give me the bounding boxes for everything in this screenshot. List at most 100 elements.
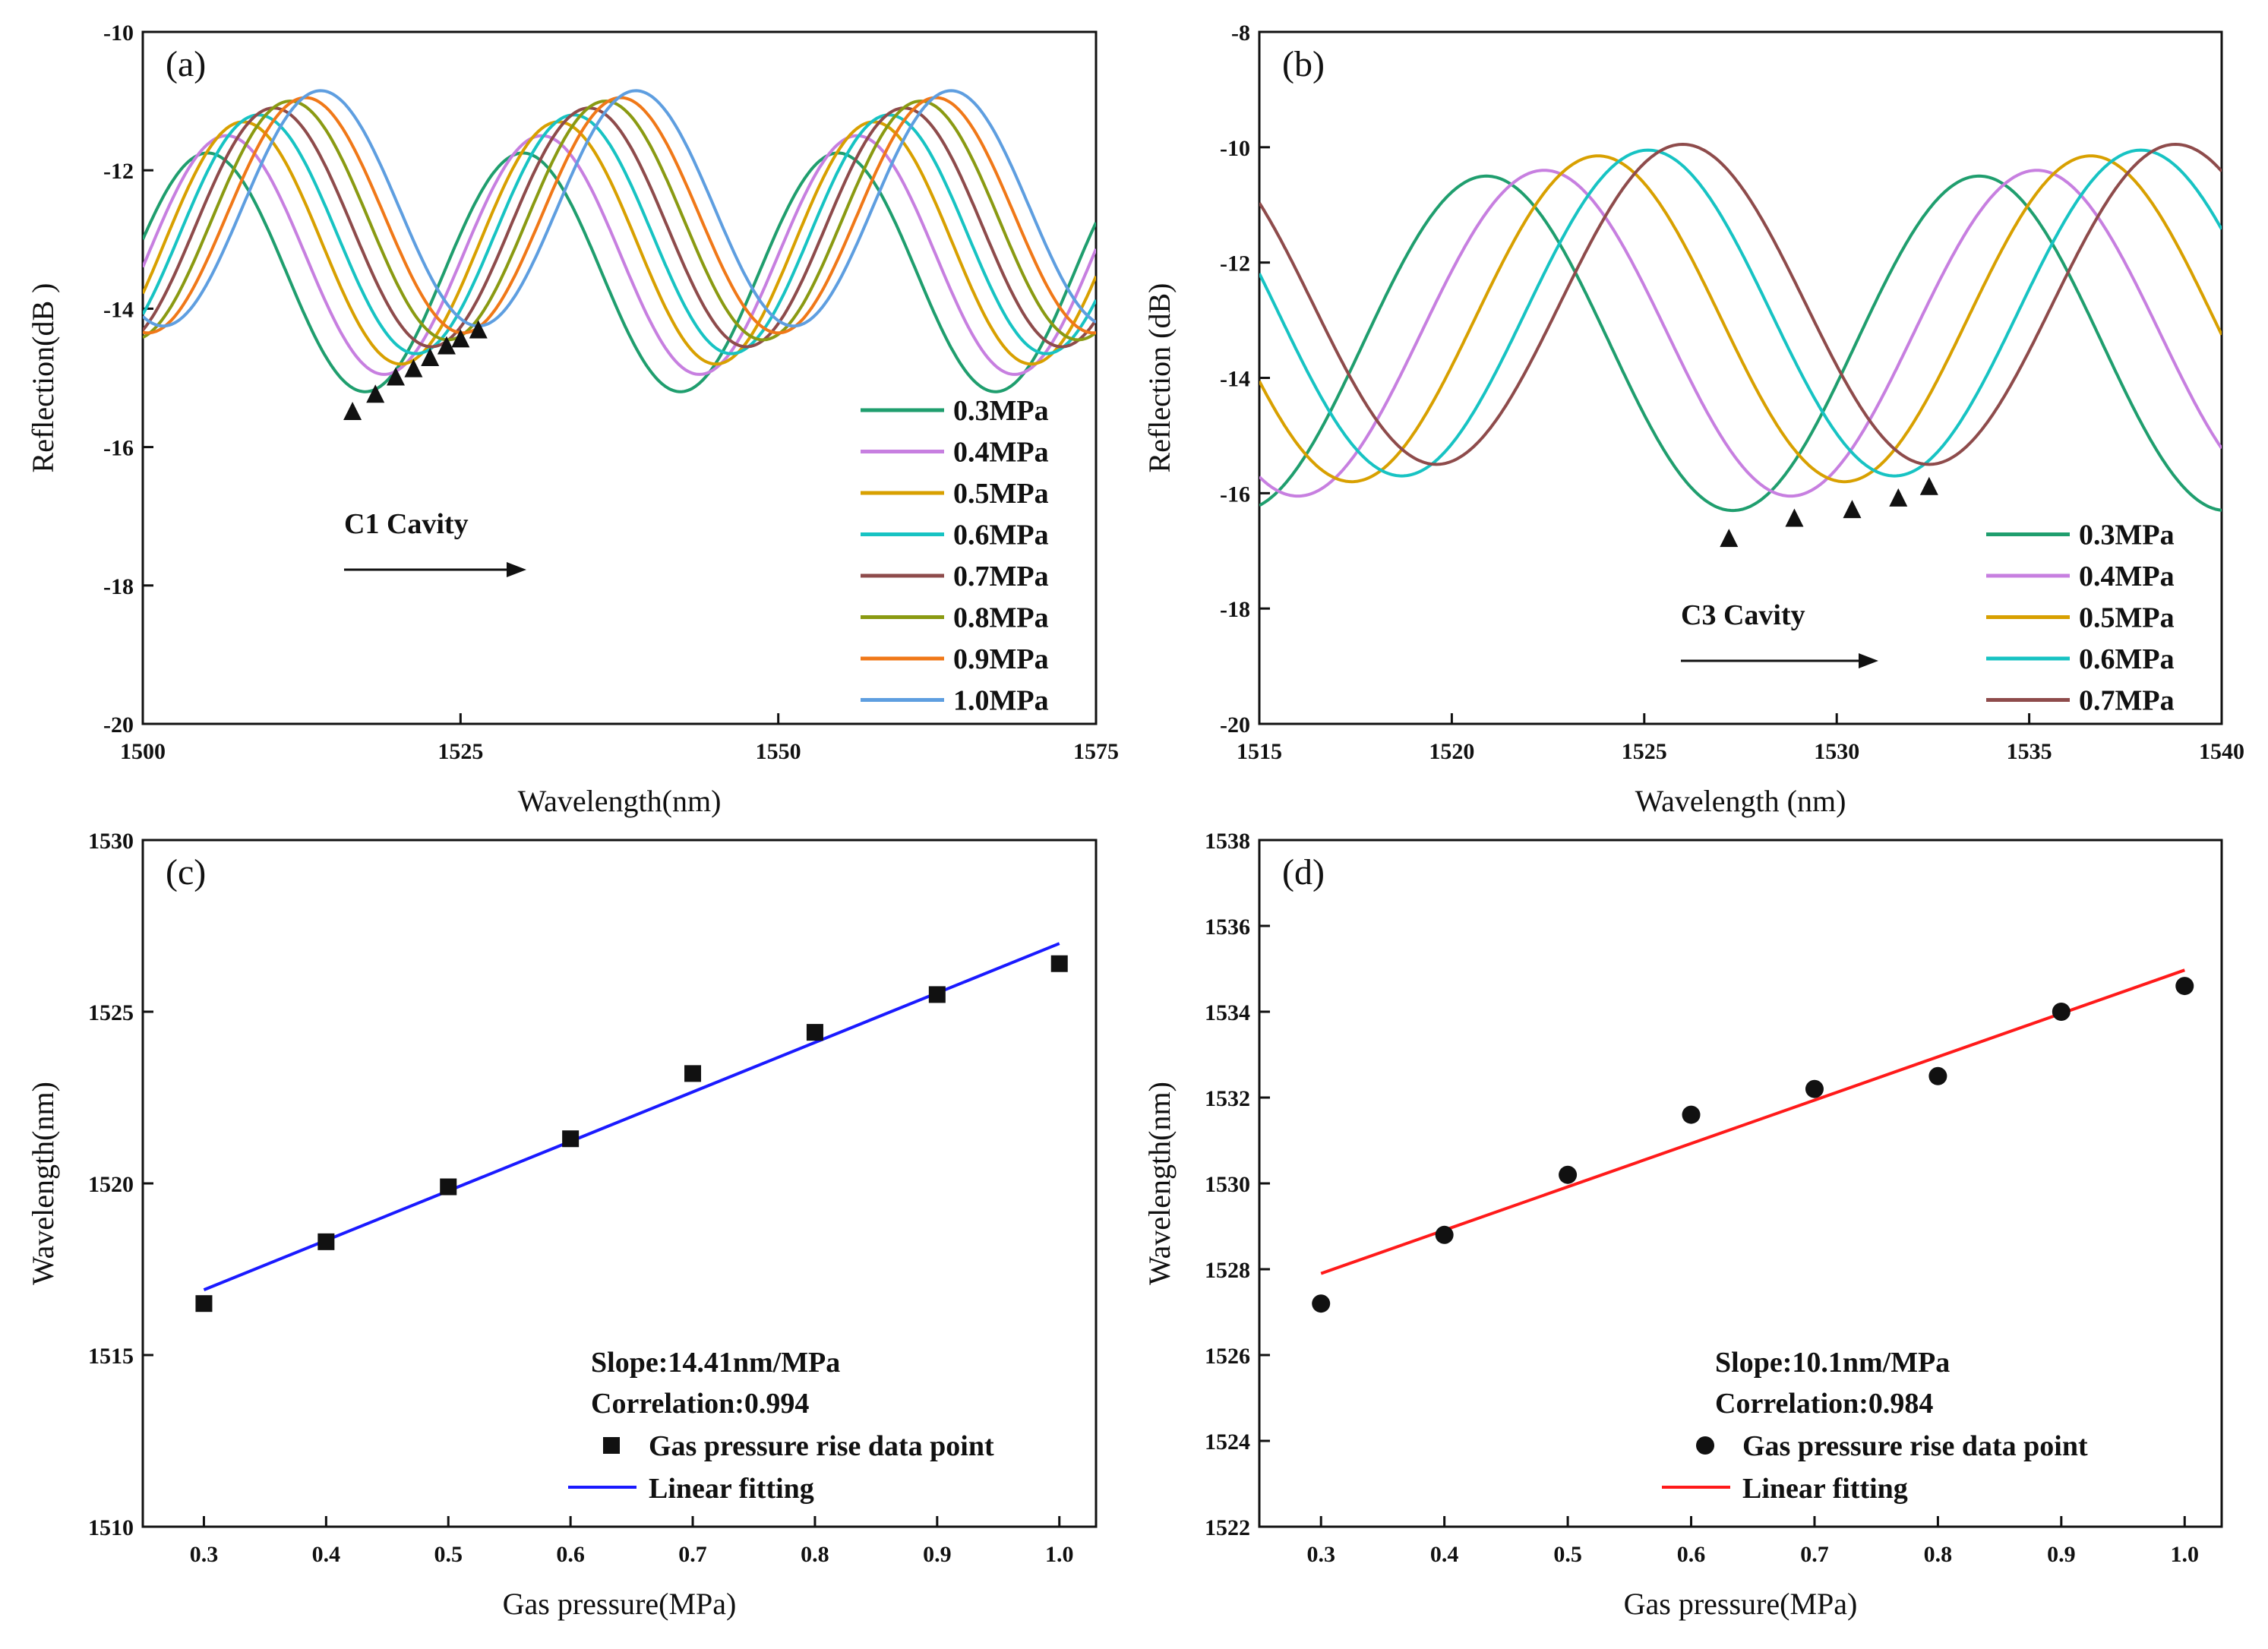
y-tick-label: -20 <box>103 712 134 738</box>
y-tick-label: 1534 <box>1205 1000 1250 1025</box>
x-tick-label: 1550 <box>756 739 801 764</box>
x-tick-label: 1515 <box>1237 739 1282 764</box>
legend-label: 0.4MPa <box>953 437 1049 469</box>
cavity-annotation: C3 Cavity <box>1681 599 1805 631</box>
fit-line <box>1320 968 2185 1275</box>
panel-label: (a) <box>166 44 206 84</box>
data-point <box>928 986 946 1003</box>
dip-marker <box>1720 529 1739 548</box>
y-axis-label: Reflection (dB) <box>1142 283 1177 473</box>
x-tick-label: 1575 <box>1073 739 1119 764</box>
legend-label: 0.9MPa <box>953 643 1049 675</box>
y-tick-label: -12 <box>103 159 134 184</box>
dip-marker <box>437 336 456 355</box>
data-point <box>1312 1294 1331 1313</box>
legend-label: Gas pressure rise data point <box>649 1430 994 1462</box>
dip-marker <box>1843 500 1862 519</box>
legend-label: 0.5MPa <box>2079 602 2175 634</box>
x-tick-label: 0.9 <box>2047 1542 2076 1567</box>
data-point <box>195 1295 213 1313</box>
y-tick-label: -16 <box>103 436 134 461</box>
dip-marker <box>421 347 440 366</box>
cavity-annotation: C1 Cavity <box>344 508 469 540</box>
y-axis-label: Reflection(dB ) <box>26 283 60 473</box>
x-axis-label: Gas pressure(MPa) <box>1624 1587 1858 1621</box>
dip-marker <box>386 367 405 386</box>
y-tick-label: 1528 <box>1205 1258 1250 1283</box>
dip-marker <box>451 329 470 348</box>
y-axis-label: Wavelength(nm) <box>26 1082 60 1285</box>
data-point <box>2052 1003 2071 1021</box>
annotation-arrow-head <box>507 562 526 577</box>
data-point <box>1050 955 1068 972</box>
x-axis-label: Gas pressure(MPa) <box>503 1587 737 1621</box>
dip-marker <box>404 359 423 378</box>
x-tick-label: 1.0 <box>2171 1542 2200 1567</box>
dip-marker <box>1889 488 1908 507</box>
dip-marker <box>1785 508 1804 527</box>
y-tick-label: 1525 <box>88 1000 134 1025</box>
correlation-text: Correlation:0.984 <box>1715 1388 1933 1420</box>
series-line-0.3MPa <box>143 151 1096 393</box>
panel-label: (d) <box>1282 852 1325 892</box>
y-tick-label: -14 <box>1220 367 1250 392</box>
series-line-0.6MPa <box>143 113 1096 355</box>
slope-text: Slope:10.1nm/MPa <box>1715 1347 1950 1379</box>
x-tick-label: 1520 <box>1429 739 1474 764</box>
data-point <box>1805 1079 1824 1098</box>
x-tick-label: 1500 <box>120 739 166 764</box>
series-group <box>1259 142 2222 513</box>
slope-text: Slope:14.41nm/MPa <box>591 1347 840 1379</box>
y-tick-label: 1530 <box>88 829 134 854</box>
legend-label: 0.8MPa <box>953 602 1049 634</box>
data-point <box>684 1065 702 1082</box>
panel-b: -20 -18 -16 -14 -12 -10 -8 1515 1520 1525 1530 1535… <box>1142 21 2244 818</box>
legend-label: 0.6MPa <box>953 520 1049 551</box>
legend-label: Linear fitting <box>649 1473 814 1505</box>
panel-d: 1522 1524 1526 1528 1530 1532 1534 1536 1538 0.3 0… <box>1142 829 2223 1621</box>
data-point <box>1435 1225 1454 1244</box>
x-tick-label: 0.4 <box>1430 1542 1459 1567</box>
y-tick-label: 1524 <box>1205 1429 1250 1455</box>
x-tick-label: 0.6 <box>1677 1542 1706 1567</box>
x-tick-label: 1530 <box>1814 739 1859 764</box>
legend-label: 0.3MPa <box>953 395 1049 427</box>
series-line-0.4MPa <box>143 134 1096 376</box>
legend-label: Gas pressure rise data point <box>1742 1430 2088 1462</box>
x-tick-label: 0.8 <box>1924 1542 1953 1567</box>
legend-label: 0.7MPa <box>2079 685 2175 717</box>
series-line-0.5MPa <box>143 120 1096 366</box>
legend-label: 1.0MPa <box>953 685 1049 717</box>
legend-label: 0.5MPa <box>953 478 1049 510</box>
legend-label: Linear fitting <box>1742 1473 1908 1505</box>
series-line-0.4MPa <box>1259 169 2222 498</box>
x-tick-label: 0.9 <box>923 1542 952 1567</box>
y-tick-label: 1526 <box>1205 1344 1250 1369</box>
y-tick-label: -12 <box>1220 251 1250 276</box>
legend-label: 0.6MPa <box>2079 643 2175 675</box>
series-line-0.8MPa <box>143 100 1096 342</box>
correlation-text: Correlation:0.994 <box>591 1388 809 1420</box>
panel-c: 1510 1515 1520 1525 1530 0.3 0.4 0.5 0.6 0.7 0.8 0.… <box>26 829 1098 1621</box>
legend-label: 0.3MPa <box>2079 520 2175 551</box>
x-axis-label: Wavelength (nm) <box>1635 784 1846 818</box>
y-tick-label: -14 <box>103 297 134 322</box>
x-axis-label: Wavelength(nm) <box>518 784 722 818</box>
x-tick-label: 0.6 <box>556 1542 585 1567</box>
data-point <box>1928 1066 1947 1085</box>
data-point <box>317 1233 335 1250</box>
fit-line <box>203 942 1060 1291</box>
y-tick-label: -10 <box>1220 136 1250 161</box>
series-line-0.7MPa <box>143 106 1096 349</box>
x-tick-label: 0.7 <box>1800 1542 1829 1567</box>
data-point <box>562 1130 580 1148</box>
annotation-arrow-head <box>1859 653 1878 668</box>
x-tick-label: 1535 <box>2007 739 2052 764</box>
y-tick-label: 1536 <box>1205 915 1250 940</box>
y-tick-label: 1530 <box>1205 1172 1250 1197</box>
dip-marker <box>1919 476 1938 495</box>
series-line-0.6MPa <box>1259 148 2222 478</box>
y-tick-label: 1538 <box>1205 829 1250 854</box>
x-tick-label: 0.3 <box>190 1542 219 1567</box>
